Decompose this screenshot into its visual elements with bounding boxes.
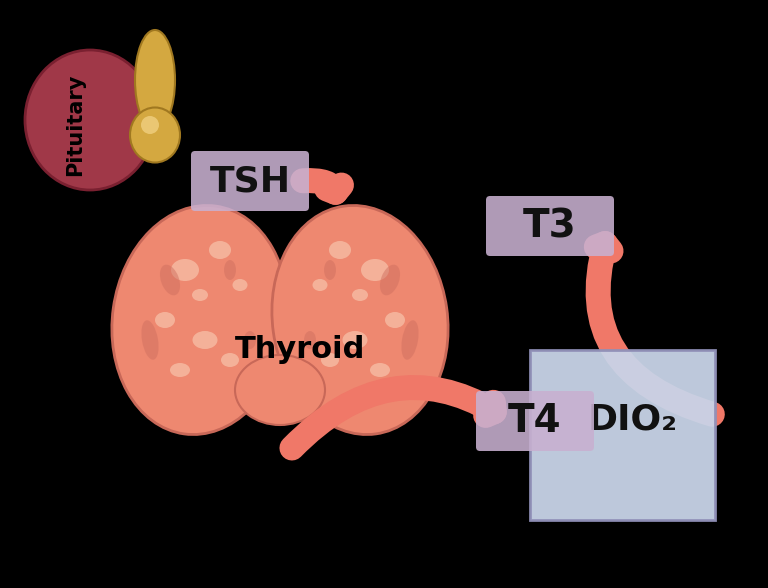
FancyBboxPatch shape bbox=[191, 151, 309, 211]
Ellipse shape bbox=[171, 259, 199, 281]
Ellipse shape bbox=[130, 108, 180, 162]
Text: T4: T4 bbox=[508, 402, 562, 440]
Text: T3: T3 bbox=[523, 207, 577, 245]
FancyBboxPatch shape bbox=[476, 391, 594, 451]
Ellipse shape bbox=[155, 312, 175, 328]
Ellipse shape bbox=[170, 363, 190, 377]
Ellipse shape bbox=[141, 116, 159, 134]
Text: TSH: TSH bbox=[210, 164, 290, 198]
Ellipse shape bbox=[233, 279, 247, 291]
Ellipse shape bbox=[321, 353, 339, 367]
Ellipse shape bbox=[329, 241, 351, 259]
Ellipse shape bbox=[141, 320, 159, 360]
Ellipse shape bbox=[192, 289, 208, 301]
Ellipse shape bbox=[135, 30, 175, 130]
Ellipse shape bbox=[304, 331, 316, 349]
Ellipse shape bbox=[343, 331, 368, 349]
Text: DIO₂: DIO₂ bbox=[588, 403, 677, 437]
Ellipse shape bbox=[193, 331, 217, 349]
Ellipse shape bbox=[324, 260, 336, 280]
Ellipse shape bbox=[112, 205, 288, 435]
Text: Pituitary: Pituitary bbox=[65, 74, 85, 176]
Text: Thyroid: Thyroid bbox=[235, 336, 366, 365]
Ellipse shape bbox=[221, 353, 239, 367]
Ellipse shape bbox=[361, 259, 389, 281]
Ellipse shape bbox=[313, 279, 327, 291]
Ellipse shape bbox=[352, 289, 368, 301]
Ellipse shape bbox=[272, 205, 448, 435]
Ellipse shape bbox=[402, 320, 419, 360]
Ellipse shape bbox=[235, 355, 325, 425]
FancyBboxPatch shape bbox=[486, 196, 614, 256]
FancyBboxPatch shape bbox=[530, 350, 715, 520]
Ellipse shape bbox=[160, 265, 180, 295]
Ellipse shape bbox=[385, 312, 405, 328]
Ellipse shape bbox=[25, 50, 155, 190]
Ellipse shape bbox=[380, 265, 400, 295]
Ellipse shape bbox=[370, 363, 390, 377]
Ellipse shape bbox=[224, 260, 236, 280]
Ellipse shape bbox=[209, 241, 231, 259]
Ellipse shape bbox=[244, 331, 256, 349]
